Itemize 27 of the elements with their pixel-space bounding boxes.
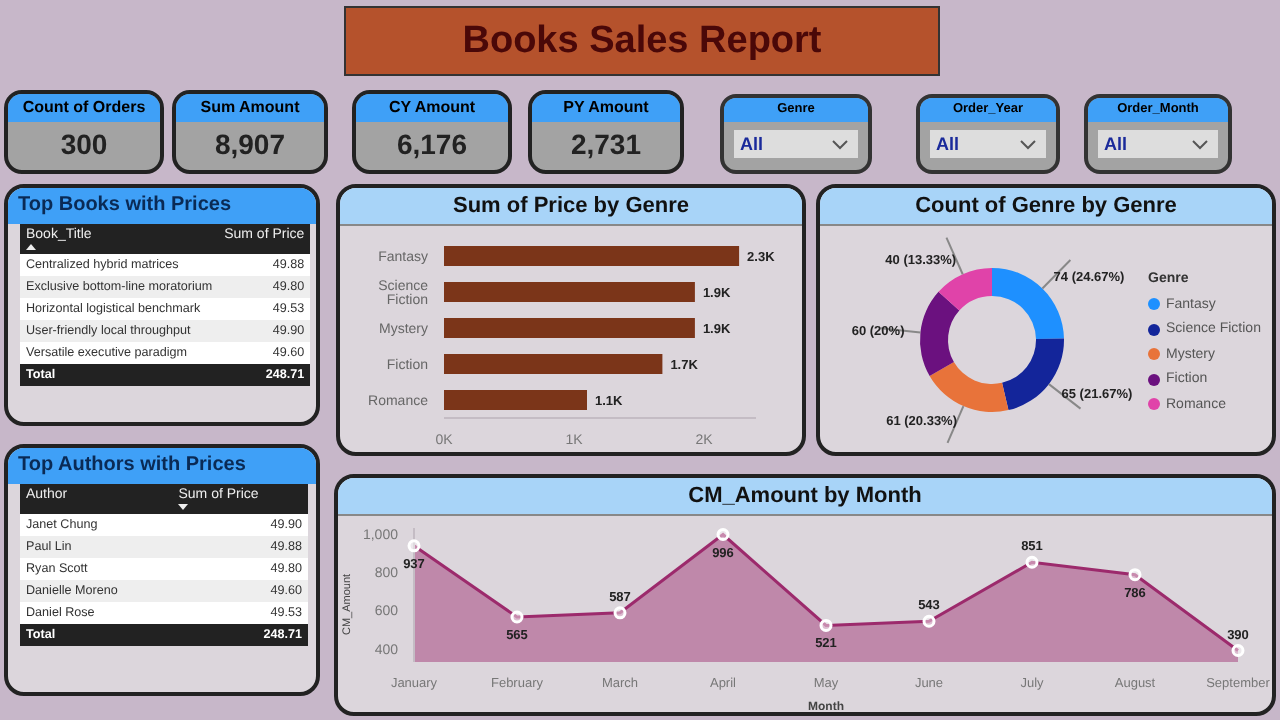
donut-slice [938,268,992,311]
category-label: Count of Orders [8,94,160,122]
text: Top Books with Prices [8,188,316,224]
donut-slice [1002,338,1064,411]
text: Books Sales Report [344,6,940,76]
donut-slice [920,291,960,376]
chart-title: Sum of Price by Genre [340,188,802,226]
donut-slice [929,362,1009,412]
text: 300 [58,126,110,164]
bar [444,281,695,302]
chart-title: Count of Genre by Genre [820,188,1272,226]
text: 2,731 [568,126,644,164]
text: All [1098,130,1218,158]
category-label: PY Amount [532,94,680,122]
bar [444,389,587,410]
text: All [930,130,1046,158]
text: 8,907 [212,126,288,164]
bar [444,317,695,338]
category-label: CY Amount [356,94,508,122]
text: All [734,130,858,158]
chart-title: CM_Amount by Month [338,478,1272,516]
bar [444,245,740,266]
text: 6,176 [394,126,470,164]
text: Top Authors with Prices [8,448,316,484]
donut-slice [992,268,1064,340]
category-label: Sum Amount [176,94,324,122]
bar [444,353,663,374]
